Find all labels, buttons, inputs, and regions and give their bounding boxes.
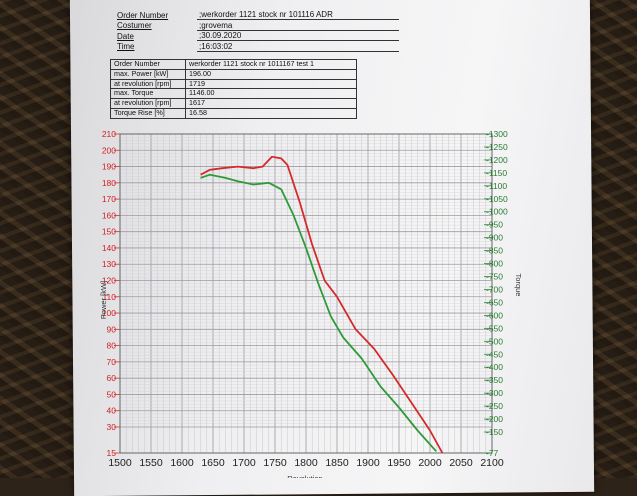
y-tick-label: 200 [102, 145, 116, 155]
x-tick-label: 2000 [418, 457, 442, 469]
y-tick-label: 180 [102, 178, 116, 188]
y-tick-label: 30 [107, 422, 117, 432]
y2-tick-label: -550 [486, 323, 503, 333]
x-tick-label: 1950 [387, 457, 411, 469]
y2-tick-label: -1150 [486, 168, 507, 178]
y-tick-label: 150 [102, 227, 116, 237]
report-header: Order Number ;werkorder 1121 stock nr 10… [117, 10, 399, 52]
x-tick-label: 2100 [480, 457, 504, 469]
y2-tick-label: -250 [486, 401, 503, 411]
header-value: ;grovema [197, 21, 399, 31]
x-tick-label: 1850 [325, 457, 349, 469]
y2-tick-label: -1300 [486, 129, 508, 139]
y-tick-label: 15 [107, 448, 117, 458]
header-value: ;werkorder 1121 stock nr 101116 ADR [197, 10, 399, 21]
y-tick-label: 110 [102, 292, 116, 302]
y-tick-label: 100 [102, 308, 116, 318]
y2-tick-label: -300 [486, 388, 503, 398]
y2-tick-label: -600 [486, 310, 503, 320]
y2-tick-label: -1200 [486, 155, 508, 165]
y-tick-label: 190 [102, 162, 116, 172]
y2-tick-label: -700 [486, 284, 503, 294]
header-label: Time [117, 42, 135, 52]
header-label: Costumer [117, 21, 152, 31]
x-tick-label: 1600 [170, 457, 194, 469]
header-value: ;16:03:02 [197, 42, 399, 52]
x-tick-label: 1700 [232, 457, 256, 469]
header-label: Order Number [117, 10, 169, 20]
torque-curve-line [200, 173, 437, 452]
y2-tick-label: -450 [486, 349, 503, 359]
x-tick-label: 1650 [201, 457, 225, 469]
parameters-table: Order Number werkorder 1121 stock nr 1011… [110, 59, 357, 119]
y-tick-label: 80 [107, 341, 117, 351]
y2-tick-label: -400 [486, 362, 503, 372]
y-tick-label: 210 [102, 129, 116, 139]
y-tick-label: 170 [102, 194, 116, 204]
plot-frame [119, 133, 493, 454]
y2-tick-label: -1000 [486, 207, 508, 217]
y2-tick-label: -800 [486, 259, 503, 269]
x-axis-title: Revolution [287, 474, 322, 478]
header-row-time: Time ;16:03:02 [117, 42, 399, 53]
x-tick-label: 1900 [356, 457, 380, 469]
y-tick-label: 120 [102, 276, 116, 286]
y-axis-title: Power [kW] [99, 281, 108, 319]
y2-tick-label: -950 [486, 220, 503, 230]
y-tick-label: 160 [102, 210, 116, 220]
power-curve-line [200, 155, 444, 454]
y2-tick-label: -850 [486, 246, 503, 256]
header-row-customer: Costumer ;grovema [117, 21, 399, 32]
y-tick-label: 40 [107, 406, 117, 416]
y-tick-label: 50 [107, 389, 117, 399]
x-tick-label: 2050 [449, 457, 473, 469]
header-label: Date [117, 31, 134, 41]
header-row-order: Order Number ;werkorder 1121 stock nr 10… [117, 10, 399, 21]
y2-tick-label: -750 [486, 272, 503, 282]
y2-tick-label: -1250 [486, 142, 508, 152]
y2-tick-label: -150 [486, 427, 503, 437]
header-row-date: Date ;30.09.2020 [117, 31, 399, 42]
y-tick-label: 90 [107, 324, 117, 334]
y2-tick-label: -200 [486, 414, 503, 424]
y-tick-label: 130 [102, 259, 116, 269]
y2-axis-title: Torque [514, 274, 523, 297]
y2-tick-label: -500 [486, 336, 503, 346]
report-sheet: Order Number ;werkorder 1121 stock nr 10… [72, 0, 592, 478]
y2-tick-label: -1100 [486, 181, 507, 191]
x-tick-label: 1500 [108, 457, 132, 469]
table-row: Torque Rise [%] 16.58 [110, 107, 357, 119]
power-torque-chart: 1500 1550 1600 1650 1700 1750 1800 1850 1900 1950… [99, 129, 523, 478]
param-value: 16.58 [185, 107, 357, 119]
y-tick-label: 140 [102, 243, 116, 253]
x-tick-label: 1550 [139, 457, 163, 469]
x-tick-label: 1800 [294, 457, 318, 469]
y-tick-label: 60 [107, 373, 117, 383]
y2-tick-label: -350 [486, 375, 503, 385]
y-tick-label: 70 [107, 357, 117, 367]
header-value: ;30.09.2020 [197, 31, 399, 42]
y2-tick-label: -650 [486, 297, 503, 307]
y2-tick-label: -900 [486, 233, 503, 243]
x-tick-label: 1750 [263, 457, 287, 469]
y2-tick-label: -77 [486, 448, 499, 458]
y2-tick-label: -1050 [486, 194, 508, 204]
